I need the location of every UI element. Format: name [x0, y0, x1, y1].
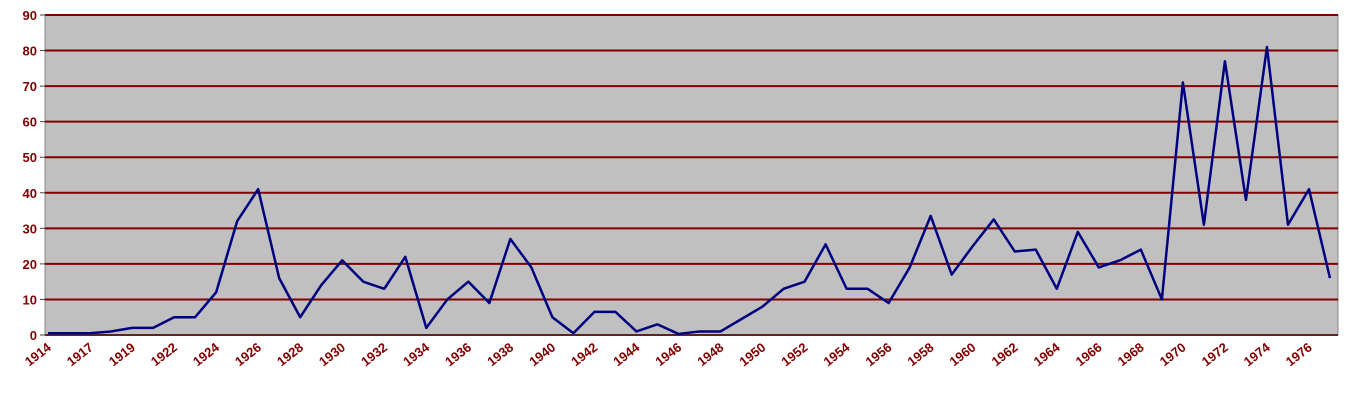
x-tick-label: 1928 [274, 340, 306, 370]
x-tick-label: 1922 [148, 340, 180, 370]
y-tick-label: 20 [23, 257, 37, 272]
x-tick-label: 1974 [1241, 339, 1274, 369]
y-tick-label: 40 [23, 186, 37, 201]
x-tick-label: 1924 [190, 339, 223, 369]
y-tick-label: 0 [30, 328, 37, 343]
x-tick-label: 1946 [652, 340, 684, 370]
x-tick-label: 1917 [64, 340, 96, 370]
x-tick-label: 1958 [905, 340, 937, 370]
x-tick-label: 1944 [610, 339, 643, 369]
x-tick-label: 1950 [736, 340, 768, 370]
x-tick-label: 1956 [862, 340, 894, 370]
data-line [48, 45, 1332, 336]
x-tick-label: 1948 [694, 340, 726, 370]
x-tick-label: 1964 [1031, 339, 1064, 369]
y-tick-label: 50 [23, 150, 37, 165]
x-tick-label: 1934 [400, 339, 433, 369]
x-tick-label: 1976 [1283, 340, 1315, 370]
plot-area [44, 14, 1339, 336]
y-tick-label: 70 [23, 79, 37, 94]
x-tick-label: 1942 [568, 340, 600, 370]
x-tick-label: 1919 [106, 340, 138, 370]
x-tick-label: 1960 [947, 340, 979, 370]
x-tick-label: 1968 [1115, 340, 1147, 370]
x-tick-label: 1932 [358, 340, 390, 370]
x-tick-label: 1936 [442, 340, 474, 370]
x-tick-label: 1966 [1073, 340, 1105, 370]
x-tick-label: 1914 [22, 339, 55, 369]
y-tick-label: 10 [23, 292, 37, 307]
y-tick-label: 60 [23, 115, 37, 130]
y-tick-label: 90 [23, 8, 37, 23]
x-tick-label: 1962 [989, 340, 1021, 370]
x-tick-label: 1930 [316, 340, 348, 370]
x-tick-label: 1952 [778, 340, 810, 370]
y-tick-label: 80 [23, 44, 37, 59]
x-tick-label: 1954 [820, 339, 853, 369]
x-tick-label: 1926 [232, 340, 264, 370]
x-tick-label: 1972 [1199, 340, 1231, 370]
y-tick-label: 30 [23, 221, 37, 236]
x-tick-label: 1940 [526, 340, 558, 370]
x-tick-label: 1970 [1157, 340, 1189, 370]
x-tick-label: 1938 [484, 340, 516, 370]
